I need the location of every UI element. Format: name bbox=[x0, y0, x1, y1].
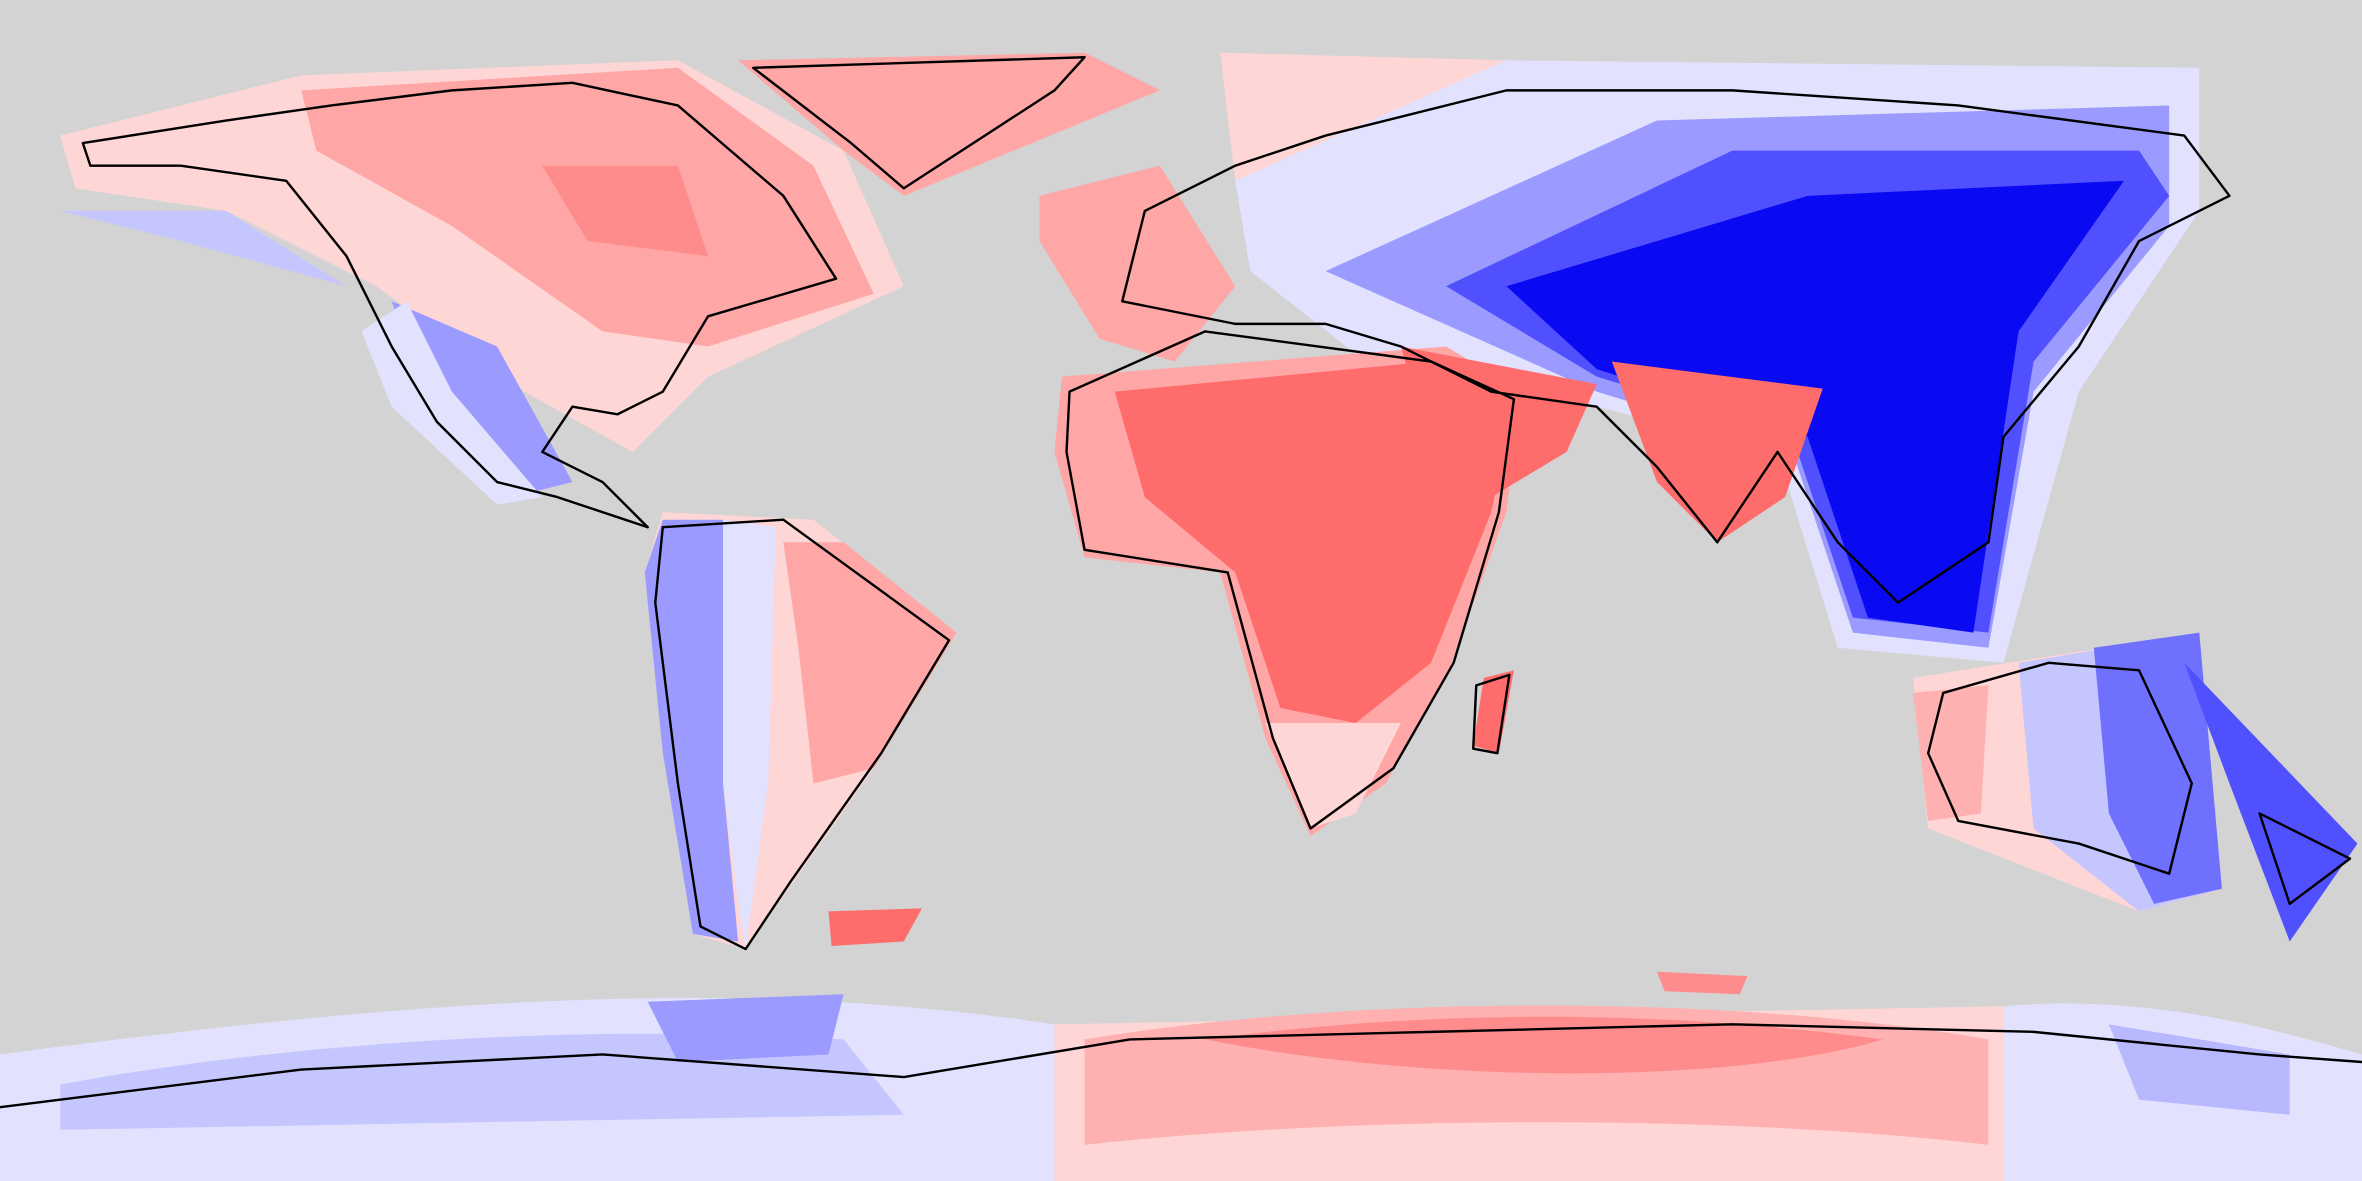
arctic-field bbox=[1220, 52, 1507, 181]
south-america-field bbox=[644, 512, 957, 950]
greenland-field bbox=[738, 52, 1160, 196]
asia-field bbox=[1235, 60, 2200, 663]
antarctica-field bbox=[0, 971, 2362, 1181]
europe-field bbox=[1039, 165, 1236, 362]
coastlines bbox=[0, 56, 2362, 1109]
north-america-field bbox=[60, 60, 904, 505]
